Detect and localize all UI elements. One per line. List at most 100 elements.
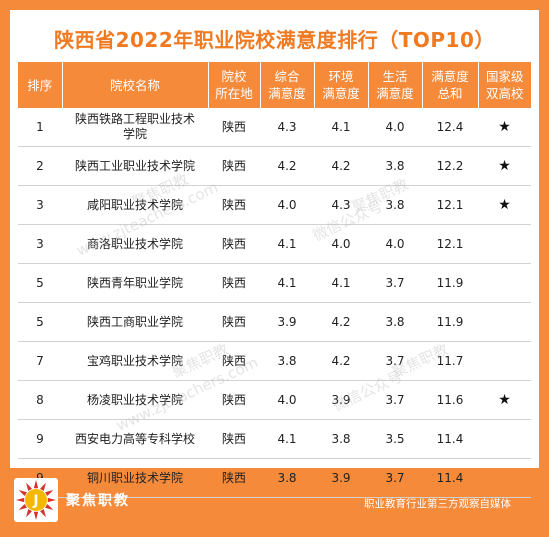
cell-rank: 5 bbox=[18, 263, 62, 303]
cell-environment: 3.9 bbox=[314, 458, 368, 498]
cell-overall: 3.9 bbox=[260, 302, 314, 342]
sunburst-logo-icon: J bbox=[16, 480, 56, 520]
header-life: 生活 满意度 bbox=[367, 62, 422, 108]
brand-slogan: 职业教育行业第三方观察自媒体 bbox=[364, 498, 511, 510]
cell-life: 3.7 bbox=[368, 263, 422, 303]
cell-environment: 4.1 bbox=[314, 263, 368, 303]
cell-total: 12.1 bbox=[422, 224, 478, 264]
svg-text:J: J bbox=[32, 493, 38, 509]
cell-environment: 4.2 bbox=[314, 302, 368, 342]
cell-total: 12.2 bbox=[422, 146, 478, 186]
cell-environment: 4.1 bbox=[314, 108, 368, 147]
cell-rank: 7 bbox=[18, 341, 62, 381]
cell-total: 11.4 bbox=[422, 419, 478, 459]
table-header-row: 排序 院校名称 院校 所在地 综合 满意度 环境 满意度 生活 满意度 满意度 总和 国家… bbox=[18, 62, 531, 108]
header-national: 国家级 双高校 bbox=[477, 62, 531, 108]
cell-location: 陕西 bbox=[208, 341, 260, 381]
table-row: 3 咸阳职业技术学院 陕西 4.0 4.3 3.8 12.1 ★ bbox=[18, 185, 531, 225]
cell-total: 12.1 bbox=[422, 185, 478, 225]
cell-school: 陕西工业职业技术学院 bbox=[62, 146, 208, 186]
cell-school: 商洛职业技术学院 bbox=[62, 224, 208, 264]
cell-environment: 4.2 bbox=[314, 341, 368, 381]
star-icon: ★ bbox=[478, 185, 531, 225]
cell-total: 11.4 bbox=[422, 458, 478, 498]
cell-environment: 4.3 bbox=[314, 185, 368, 225]
cell-life: 3.7 bbox=[368, 341, 422, 381]
cell-rank: 5 bbox=[18, 302, 62, 342]
cell-total: 11.9 bbox=[422, 263, 478, 303]
cell-total: 11.9 bbox=[422, 302, 478, 342]
header-school: 院校名称 bbox=[61, 62, 208, 108]
star-icon: ★ bbox=[478, 108, 531, 147]
cell-total: 11.6 bbox=[422, 380, 478, 420]
cell-overall: 3.8 bbox=[260, 341, 314, 381]
cell-environment: 3.8 bbox=[314, 419, 368, 459]
cell-school: 铜川职业技术学院 bbox=[62, 458, 208, 498]
cell-location: 陕西 bbox=[208, 263, 260, 303]
cell-overall: 4.0 bbox=[260, 185, 314, 225]
cell-location: 陕西 bbox=[208, 302, 260, 342]
brand-name: 聚焦职教 bbox=[66, 493, 130, 509]
table-row: 7 宝鸡职业技术学院 陕西 3.8 4.2 3.7 11.7 bbox=[18, 341, 531, 381]
cell-national bbox=[478, 341, 531, 381]
cell-environment: 4.2 bbox=[314, 146, 368, 186]
cell-national bbox=[478, 302, 531, 342]
header-overall: 综合 满意度 bbox=[259, 62, 314, 108]
table-row: 2 陕西工业职业技术学院 陕西 4.2 4.2 3.8 12.2 ★ bbox=[18, 146, 531, 186]
cell-life: 3.8 bbox=[368, 302, 422, 342]
cell-life: 4.0 bbox=[368, 224, 422, 264]
cell-national bbox=[478, 263, 531, 303]
table-row: 9 西安电力高等专科学校 陕西 4.1 3.8 3.5 11.4 bbox=[18, 419, 531, 459]
cell-life: 3.8 bbox=[368, 146, 422, 186]
cell-life: 3.7 bbox=[368, 458, 422, 498]
cell-school: 陕西青年职业学院 bbox=[62, 263, 208, 303]
cell-total: 12.4 bbox=[422, 108, 478, 147]
cell-rank: 3 bbox=[18, 224, 62, 264]
cell-overall: 4.3 bbox=[260, 108, 314, 147]
star-icon: ★ bbox=[478, 146, 531, 186]
footer: J 聚焦职教 职业教育行业第三方观察自媒体 bbox=[0, 468, 549, 537]
header-location: 院校 所在地 bbox=[207, 62, 260, 108]
cell-national bbox=[478, 458, 531, 498]
cell-location: 陕西 bbox=[208, 224, 260, 264]
cell-location: 陕西 bbox=[208, 458, 260, 498]
cell-overall: 4.1 bbox=[260, 419, 314, 459]
cell-environment: 3.9 bbox=[314, 380, 368, 420]
cell-rank: 8 bbox=[18, 380, 62, 420]
cell-school: 西安电力高等专科学校 bbox=[62, 419, 208, 459]
table-row: 1 陕西铁路工程职业技术 学院 陕西 4.3 4.1 4.0 12.4 ★ bbox=[18, 108, 531, 147]
cell-life: 3.8 bbox=[368, 185, 422, 225]
cell-national bbox=[478, 224, 531, 264]
ranking-card: 陕西省2022年职业院校满意度排行（TOP10） 排序 院校名称 院校 所在地 综… bbox=[10, 10, 539, 498]
cell-location: 陕西 bbox=[208, 108, 260, 147]
cell-school: 宝鸡职业技术学院 bbox=[62, 341, 208, 381]
cell-rank: 3 bbox=[18, 185, 62, 225]
cell-rank: 1 bbox=[18, 108, 62, 147]
cell-life: 3.5 bbox=[368, 419, 422, 459]
table-row: 5 陕西工商职业学院 陕西 3.9 4.2 3.8 11.9 bbox=[18, 302, 531, 342]
header-environment: 环境 满意度 bbox=[313, 62, 368, 108]
cell-location: 陕西 bbox=[208, 419, 260, 459]
cell-location: 陕西 bbox=[208, 185, 260, 225]
cell-overall: 4.1 bbox=[260, 263, 314, 303]
ranking-table: 排序 院校名称 院校 所在地 综合 满意度 环境 满意度 生活 满意度 满意度 总和 国家… bbox=[18, 62, 531, 498]
cell-overall: 3.8 bbox=[260, 458, 314, 498]
table-row: 5 陕西青年职业学院 陕西 4.1 4.1 3.7 11.9 bbox=[18, 263, 531, 303]
cell-environment: 4.0 bbox=[314, 224, 368, 264]
page-title: 陕西省2022年职业院校满意度排行（TOP10） bbox=[54, 28, 495, 52]
cell-life: 3.7 bbox=[368, 380, 422, 420]
cell-overall: 4.2 bbox=[260, 146, 314, 186]
table-row: 8 杨凌职业技术学院 陕西 4.0 3.9 3.7 11.6 ★ bbox=[18, 380, 531, 420]
cell-life: 4.0 bbox=[368, 108, 422, 147]
header-rank: 排序 bbox=[18, 62, 62, 108]
star-icon: ★ bbox=[478, 380, 531, 420]
cell-overall: 4.1 bbox=[260, 224, 314, 264]
cell-rank: 9 bbox=[18, 419, 62, 459]
cell-location: 陕西 bbox=[208, 380, 260, 420]
cell-overall: 4.0 bbox=[260, 380, 314, 420]
table-row: 3 商洛职业技术学院 陕西 4.1 4.0 4.0 12.1 bbox=[18, 224, 531, 264]
cell-rank: 2 bbox=[18, 146, 62, 186]
header-total: 满意度 总和 bbox=[421, 62, 478, 108]
cell-school: 咸阳职业技术学院 bbox=[62, 185, 208, 225]
cell-school: 杨凌职业技术学院 bbox=[62, 380, 208, 420]
